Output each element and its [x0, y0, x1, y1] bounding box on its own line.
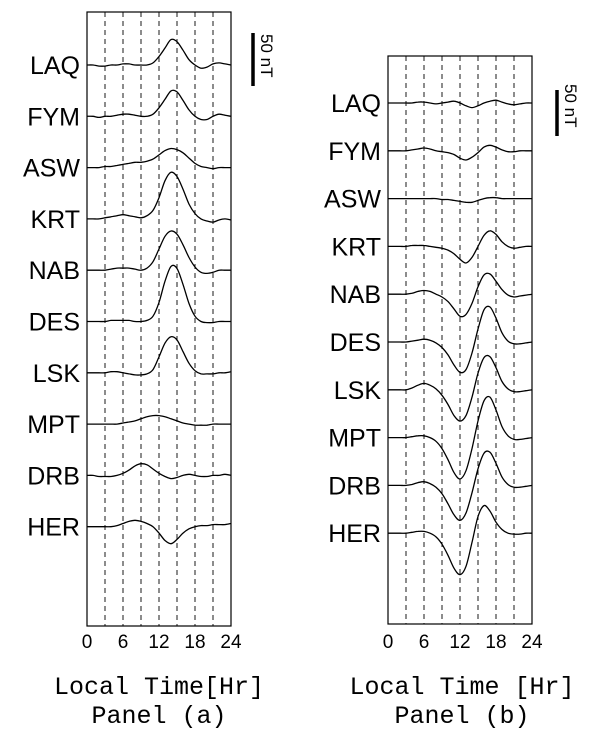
x-tick-label: 18 — [184, 632, 205, 653]
x-tick-label: 24 — [521, 632, 543, 653]
trace-krt — [86, 171, 232, 223]
trace-des — [387, 305, 533, 374]
x-tick-label: 12 — [449, 632, 470, 653]
trace-mpt — [388, 395, 533, 480]
trace-laq — [388, 99, 533, 109]
panel-b-station-labels: LAQ FYM ASW KRT NAB DES LSK MPT DRB HER — [324, 90, 381, 548]
panel-a-title: Panel (a) — [91, 702, 226, 729]
station-label-krt: KRT — [30, 206, 80, 234]
panel-b-traces — [387, 99, 533, 576]
station-label-fym: FYM — [27, 103, 80, 131]
trace-her — [87, 519, 232, 545]
trace-nab — [387, 272, 533, 318]
station-label-nab: NAB — [29, 257, 80, 285]
station-label-des: DES — [29, 309, 80, 337]
station-label-nab: NAB — [330, 281, 381, 309]
x-tick-label: 6 — [118, 632, 129, 653]
trace-her — [387, 504, 533, 576]
trace-asw — [87, 147, 231, 170]
panel-b-tick-labels: 0 6 12 18 24 — [383, 632, 543, 653]
panel-b-xlabel: Local Time [Hr] — [349, 673, 574, 702]
trace-asw — [388, 196, 532, 204]
station-label-mpt: MPT — [27, 411, 80, 439]
station-label-lsk: LSK — [33, 360, 81, 388]
station-label-mpt: MPT — [328, 425, 381, 453]
x-tick-label: 0 — [82, 632, 93, 653]
station-label-lsk: LSK — [334, 377, 382, 405]
station-label-drb: DRB — [328, 472, 381, 500]
trace-mpt — [87, 414, 231, 426]
panel-a-tick-labels: 0 6 12 18 24 — [82, 632, 242, 653]
station-label-her: HER — [27, 514, 80, 542]
trace-fym — [388, 144, 532, 161]
station-label-asw: ASW — [23, 155, 80, 183]
panel-b-scale-label: 50 nT — [561, 84, 580, 127]
panel-a-xlabel: Local Time[Hr] — [54, 673, 264, 702]
station-label-krt: KRT — [331, 233, 381, 261]
panel-a-scale-label: 50 nT — [257, 34, 276, 77]
x-tick-label: 6 — [419, 632, 430, 653]
panel-b-title: Panel (b) — [394, 702, 529, 729]
trace-lsk — [388, 354, 533, 422]
station-label-fym: FYM — [328, 138, 381, 166]
station-label-laq: LAQ — [331, 90, 381, 118]
x-tick-label: 18 — [485, 632, 506, 653]
station-label-asw: ASW — [324, 186, 381, 214]
x-tick-label: 12 — [148, 632, 169, 653]
trace-drb — [86, 463, 232, 480]
panel-a-traces — [86, 38, 232, 545]
trace-nab — [87, 230, 231, 275]
station-label-des: DES — [330, 329, 381, 357]
x-tick-label: 24 — [220, 632, 242, 653]
station-label-laq: LAQ — [30, 52, 80, 80]
station-label-her: HER — [328, 520, 381, 548]
trace-drb — [388, 450, 533, 522]
trace-des — [87, 264, 231, 324]
panel-b-grid — [405, 56, 515, 624]
trace-laq — [86, 38, 232, 69]
x-tick-label: 0 — [383, 632, 394, 653]
trace-lsk — [87, 336, 232, 376]
trace-krt — [387, 230, 533, 264]
panel-a-station-labels: LAQ FYM ASW KRT NAB DES LSK MPT DRB HER — [23, 52, 80, 542]
trace-fym — [86, 89, 232, 121]
station-label-drb: DRB — [27, 462, 80, 490]
